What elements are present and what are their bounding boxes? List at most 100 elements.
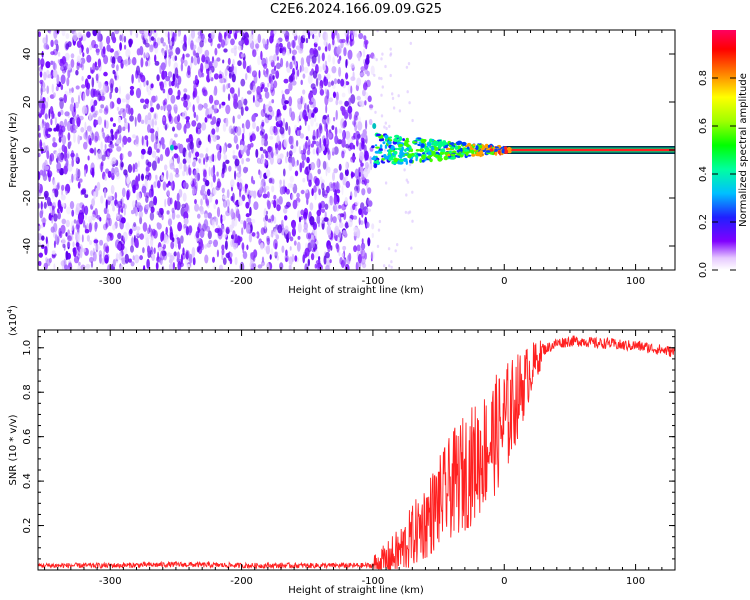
noise-speckle [329,232,334,241]
noise-speckle [271,99,275,104]
noise-speckle [160,62,166,71]
noise-speckle [72,241,75,248]
noise-speckle [130,107,134,116]
noise-speckle [367,237,371,247]
noise-speckle [252,180,256,185]
noise-speckle [234,170,237,180]
x-tick-label: 100 [626,276,645,287]
noise-speckle [208,166,211,177]
noise-speckle [245,224,251,234]
noise-speckle [82,52,85,57]
noise-speckle [360,162,364,167]
noise-speckle [42,121,46,126]
noise-speckle [345,130,351,140]
noise-speckle [281,30,286,35]
noise-speckle [327,148,330,155]
noise-speckle [257,33,262,44]
noise-speckle [261,256,265,263]
noise-speckle [66,77,70,87]
noise-speckle [348,111,352,120]
noise-speckle [158,258,162,264]
noise-speckle [315,77,319,87]
noise-speckle [306,149,311,156]
noise-speckle [338,222,344,229]
noise-speckle [351,156,356,161]
noise-speckle [123,35,127,43]
noise-speckle [79,248,83,259]
noise-speckle [77,58,82,64]
noise-speckle [234,32,238,40]
noise-speckle [203,169,207,178]
noise-speckle [125,104,130,114]
noise-speckle [279,126,285,135]
noise-speckle [309,202,314,211]
noise-speckle [153,112,158,121]
noise-speckle [230,47,235,54]
noise-speckle [317,54,321,64]
signal-blob [494,146,499,149]
noise-speckle [169,51,174,56]
noise-speckle [177,89,181,98]
noise-speckle [213,89,216,96]
noise-speckle [307,258,310,267]
noise-speckle [347,49,353,60]
noise-speckle [346,254,351,265]
noise-speckle [269,254,272,260]
noise-speckle [86,223,89,231]
signal-blob [404,153,408,156]
noise-speckle [327,166,331,174]
noise-speckle [76,114,80,122]
noise-speckle [221,187,225,194]
noise-speckle [331,66,337,74]
noise-speckle [315,122,319,127]
noise-speckle [362,262,367,269]
noise-speckle [276,255,280,261]
noise-speckle [137,113,142,123]
noise-speckle [193,55,198,66]
noise-speckle [324,95,329,106]
noise-speckle [256,231,260,239]
noise-speckle [38,225,41,230]
noise-speckle [107,195,113,201]
noise-speckle [208,240,213,245]
noise-speckle [195,230,200,239]
noise-speckle [206,200,209,206]
noise-speckle [227,143,232,149]
noise-speckle [212,164,216,175]
noise-speckle [91,39,97,49]
noise-speckle [156,148,160,153]
noise-speckle [265,245,271,255]
signal-blob [475,145,479,151]
noise-speckle [200,239,204,249]
noise-speckle [192,187,196,196]
noise-speckle [94,221,98,232]
noise-speckle [195,151,200,158]
noise-speckle [345,72,349,80]
noise-speckle [76,40,82,48]
noise-speckle [306,166,310,176]
noise-speckle [57,51,61,57]
noise-speckle [67,151,70,159]
noise-speckle [262,149,267,154]
noise-speckle [312,109,315,118]
noise-speckle [304,189,309,194]
noise-speckle [365,208,372,213]
noise-speckle [177,143,181,149]
noise-speckle [229,87,235,94]
noise-speckle [145,195,149,203]
noise-speckle [199,156,203,166]
noise-speckle [38,233,42,241]
noise-speckle [234,256,238,266]
noise-speckle [237,99,243,110]
signal-blob [449,142,455,146]
noise-speckle [248,64,252,74]
noise-speckle [250,142,254,148]
noise-speckle [213,187,217,196]
noise-speckle [80,189,83,196]
noise-speckle [65,190,68,195]
noise-speckle [270,81,274,91]
noise-speckle [408,101,411,105]
noise-speckle [136,226,141,231]
noise-speckle [203,157,206,166]
signal-blob [400,149,403,155]
